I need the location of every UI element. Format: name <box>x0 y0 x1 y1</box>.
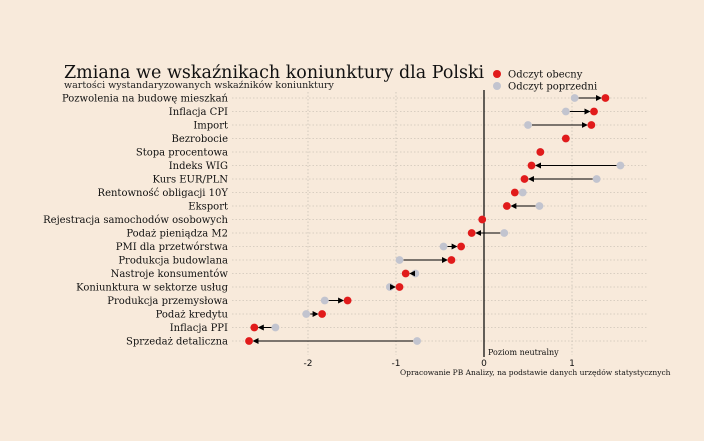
previous-dot <box>320 296 329 305</box>
chart-title: Zmiana we wskaźnikach koniunktury dla Po… <box>64 63 485 83</box>
previous-dot <box>411 269 420 278</box>
previous-dot <box>500 229 509 237</box>
current-dot <box>520 175 529 183</box>
current-dot <box>510 188 519 197</box>
category-label: Rejestracja samochodów osobowych <box>43 215 228 226</box>
x-tick-label: 1 <box>569 359 575 369</box>
category-label: Podaż pieniądza M2 <box>126 229 228 240</box>
x-tick-label: -1 <box>392 359 401 369</box>
current-dot <box>502 202 511 210</box>
previous-dot <box>413 337 422 345</box>
current-dot <box>447 256 456 264</box>
category-label: Eksport <box>188 202 228 213</box>
previous-dot <box>518 188 527 197</box>
current-dot <box>401 269 410 278</box>
grid <box>232 92 648 355</box>
category-label: Bezrobocie <box>172 134 229 145</box>
current-dot <box>343 296 352 305</box>
category-label: Podaż kredytu <box>156 310 229 321</box>
category-label: Koniunktura w sektorze usług <box>76 283 228 294</box>
legend: Odczyt obecny Odczyt poprzedni <box>493 70 597 93</box>
x-tick-labels: -2 -1 0 1 <box>304 359 575 369</box>
category-label: Nastroje konsumentów <box>111 269 229 280</box>
previous-dot <box>561 107 570 116</box>
previous-dot <box>385 283 394 291</box>
previous-dot <box>535 202 544 210</box>
previous-dot <box>524 121 532 129</box>
current-dot <box>601 94 610 102</box>
current-dot <box>318 310 326 318</box>
current-dot <box>527 161 536 170</box>
current-dot <box>536 148 545 156</box>
category-label: PMI dla przetwórstwa <box>116 242 228 253</box>
previous-dot <box>616 161 625 170</box>
current-dot <box>245 337 253 345</box>
current-dot <box>395 283 404 291</box>
legend-previous-label: Odczyt poprzedni <box>508 82 597 93</box>
category-label: Produkcja budowlana <box>118 256 228 267</box>
previous-dot <box>271 323 280 332</box>
previous-dot <box>395 256 404 264</box>
current-dot <box>467 229 476 237</box>
category-label: Inflacja CPI <box>169 107 228 118</box>
legend-previous-marker <box>493 82 501 90</box>
category-label: Rentowność obligacji 10Y <box>98 188 229 199</box>
category-label: Import <box>193 121 228 132</box>
category-label: Stopa procentowa <box>136 148 228 159</box>
current-dot <box>587 121 596 129</box>
current-dot <box>457 242 466 251</box>
legend-current-label: Odczyt obecny <box>508 70 583 81</box>
category-label: Kurs EUR/PLN <box>152 175 228 186</box>
previous-dot <box>592 175 601 183</box>
current-dot <box>561 134 570 143</box>
x-tick-label: -2 <box>304 359 313 369</box>
current-dot <box>478 215 487 224</box>
category-label: Inflacja PPI <box>170 323 228 334</box>
x-tick-label: 0 <box>481 359 487 369</box>
category-label: Pozwolenia na budowę mieszkań <box>62 94 229 105</box>
category-label: Sprzedaż detaliczna <box>126 337 228 348</box>
category-label: Indeks WIG <box>169 161 228 172</box>
previous-dot <box>439 242 448 251</box>
current-dot <box>590 107 598 116</box>
category-label: Produkcja przemysłowa <box>107 296 228 307</box>
source-note: Opracowanie PB Analizy, na podstawie dan… <box>400 368 671 377</box>
legend-current-marker <box>493 70 501 78</box>
category-labels: Pozwolenia na budowę mieszkań Inflacja CP… <box>43 94 228 348</box>
previous-dot <box>570 94 579 102</box>
current-dot <box>250 323 259 332</box>
zero-line-label: Poziom neutralny <box>488 348 559 357</box>
previous-dot <box>302 310 311 318</box>
chart-subtitle: wartości wystandaryzowanych wskaźników k… <box>64 80 335 91</box>
plot-marks <box>245 94 625 345</box>
